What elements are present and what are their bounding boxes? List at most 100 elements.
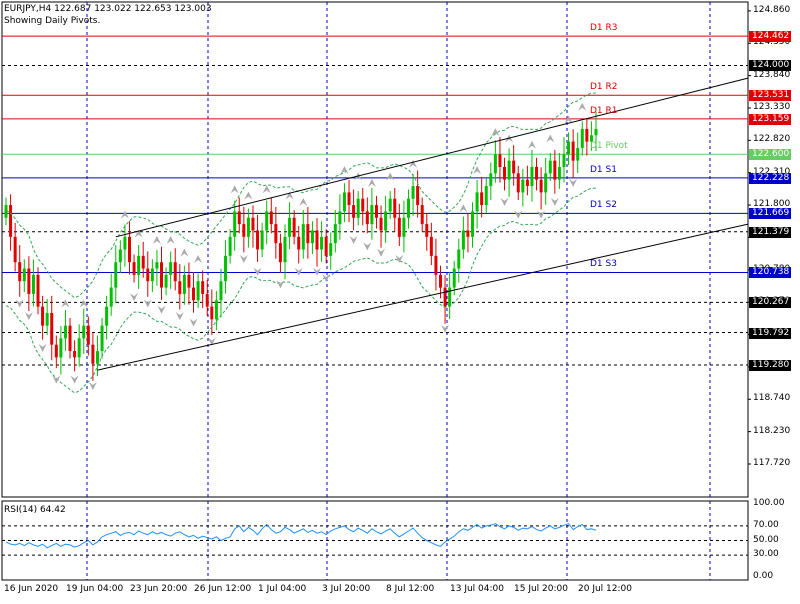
rsi-line <box>5 523 597 549</box>
candle-body <box>356 198 360 218</box>
rsi-label: RSI(14) 64.42 <box>4 505 66 515</box>
lower-band-line <box>5 187 597 394</box>
candle-body <box>182 274 186 294</box>
candle-body <box>457 249 461 269</box>
time-axis-label: 16 Jun 2020 <box>4 584 59 594</box>
fractal-down-marker <box>377 248 386 257</box>
candle-body <box>297 236 301 250</box>
candle-body <box>278 243 282 263</box>
fractal-down-marker <box>24 312 33 321</box>
fractal-down-marker <box>239 255 248 264</box>
candle-body <box>544 173 548 193</box>
candle-body <box>86 325 90 345</box>
candle-body <box>155 262 159 269</box>
candle-body <box>535 167 539 180</box>
fractal-down-marker <box>130 293 139 302</box>
fractal-up-marker <box>546 134 555 143</box>
price-tick-label: 122.310 <box>753 166 791 177</box>
fractal-up-marker <box>527 140 536 149</box>
candle-body <box>503 167 507 180</box>
fractal-down-marker <box>395 255 404 264</box>
symbol-info: EURJPY,H4 122.687 123.022 122.653 123.00… <box>4 4 212 14</box>
candle-body <box>114 262 118 288</box>
fractal-down-marker <box>313 267 322 276</box>
candle-body <box>9 205 13 237</box>
fractal-down-marker <box>88 381 97 390</box>
candle-body <box>95 351 99 364</box>
pivot-name: D1 R3 <box>590 23 618 34</box>
time-axis-label: 1 Jul 04:00 <box>258 584 307 594</box>
candle-body <box>233 211 237 237</box>
level-label: 120.267 <box>749 297 791 309</box>
candle-body <box>192 287 196 301</box>
candle-body <box>246 217 250 237</box>
candle-body <box>260 230 264 250</box>
rsi-tick-label: 100.00 <box>753 498 785 508</box>
candle-body <box>347 192 351 206</box>
candle-body <box>342 192 346 212</box>
candle-body <box>425 224 429 237</box>
fractal-down-marker <box>38 343 47 352</box>
candle-body <box>205 293 209 307</box>
candle-body <box>68 325 72 352</box>
candle-body <box>127 236 131 263</box>
fractal-up-marker <box>578 102 587 111</box>
price-tick-label: 123.840 <box>753 69 791 80</box>
candle-body <box>315 230 319 250</box>
candle-body <box>31 274 35 294</box>
candle-body <box>411 186 415 199</box>
candle-body <box>489 173 493 187</box>
time-axis-label: 15 Jul 20:00 <box>514 584 568 594</box>
candle-body <box>173 262 177 282</box>
fractal-down-marker <box>189 318 198 327</box>
rsi-tick-label: 0.00 <box>753 571 774 581</box>
candle-body <box>571 141 575 161</box>
fractal-down-marker <box>143 299 152 308</box>
time-axis-label: 8 Jul 12:00 <box>386 584 435 594</box>
candle-body <box>434 255 438 275</box>
candle-body <box>466 230 470 237</box>
candle-body <box>201 281 205 294</box>
candle-body <box>228 236 232 256</box>
fractal-up-marker <box>79 299 88 308</box>
candle-body <box>118 249 122 263</box>
channel-upper-line <box>115 77 749 238</box>
candle-body <box>22 268 26 282</box>
fractal-up-marker <box>285 191 294 200</box>
fractal-down-marker <box>157 305 166 314</box>
rsi-tick-label: 30.00 <box>753 549 779 560</box>
candle-body <box>525 179 529 187</box>
fractal-up-marker <box>134 229 143 238</box>
fractal-up-marker <box>120 210 129 219</box>
fractal-down-marker <box>322 274 331 283</box>
candle-body <box>54 344 58 358</box>
candle-body <box>123 236 127 250</box>
fractal-up-marker <box>166 235 175 244</box>
fractal-up-marker <box>244 191 253 200</box>
candle-body <box>306 224 310 244</box>
candle-body <box>338 211 342 225</box>
candle-body <box>169 262 173 275</box>
candle-body <box>329 243 333 256</box>
candle-body <box>521 179 525 193</box>
candle-body <box>13 236 17 263</box>
candle-body <box>214 300 218 320</box>
pivot-name: D1 Pivot <box>590 141 628 152</box>
candle-body <box>448 287 452 307</box>
fractal-down-marker <box>441 324 450 333</box>
candle-body <box>420 205 424 225</box>
candle-body <box>36 274 40 307</box>
candle-body <box>480 192 484 206</box>
candle-body <box>251 217 255 231</box>
candle-body <box>146 268 150 282</box>
candle-body <box>187 274 191 288</box>
candle-body <box>585 128 589 142</box>
upper-band-line <box>5 92 597 299</box>
candle-body <box>91 344 95 364</box>
candle-body <box>580 128 584 148</box>
candle-body <box>137 255 141 275</box>
candle-body <box>160 262 164 288</box>
fractal-up-marker <box>354 172 363 181</box>
